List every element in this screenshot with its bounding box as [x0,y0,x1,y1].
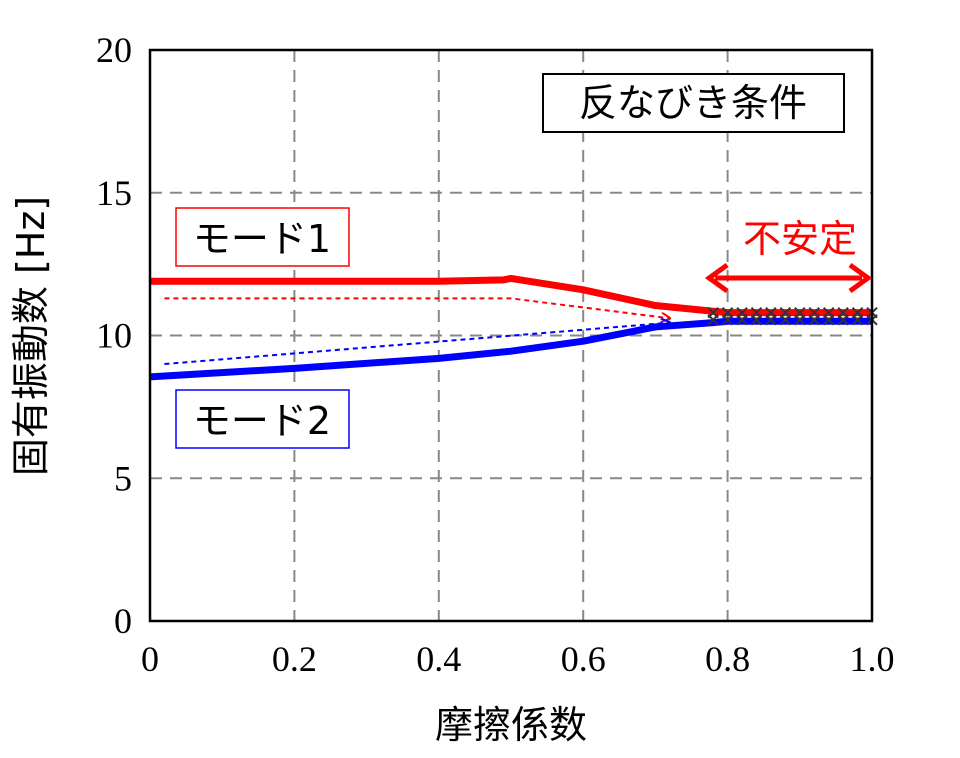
unstable-marker [837,314,849,326]
plot-frame [148,48,874,623]
mode1-trend-arrow [164,297,669,318]
y-tick-label: 20 [96,30,132,70]
unstable-marker [765,314,777,326]
trend-arrows [164,297,669,366]
x-axis-label: 摩擦係数 [435,703,587,747]
mode2-trend-arrow [164,323,669,366]
x-tick-label: 0 [141,639,159,679]
mode2-label-box: モード2 [175,389,350,449]
unstable-marker [822,314,835,326]
x-tick-label: 0.4 [416,639,461,679]
mode1-label: モード1 [193,217,331,261]
x-tick-label: 0.8 [705,639,750,679]
x-tick-label: 0.2 [272,639,317,679]
unstable-marker [851,314,864,326]
unstable-arrow-head-right [848,262,873,294]
unstable-marker [750,314,763,326]
unstable-marker [707,314,719,326]
y-tick-label: 5 [114,458,132,498]
x-tick-label: 1.0 [850,639,895,679]
series-line-mode2 [149,317,872,381]
y-tick-label: 0 [114,601,132,641]
series-lines [149,274,872,381]
tick-labels: 0 0.2 0.4 0.6 0.8 1.0 0 5 10 15 20 [96,30,895,679]
unstable-marker [779,314,792,326]
unstable-annotation: 不安定 [704,217,873,294]
unstable-markers [707,306,878,326]
series-line-mode1 [150,274,872,317]
mode2-label: モード2 [193,399,331,443]
unstable-marker [736,314,748,326]
y-axis-label: 固有振動数 [Hz] [9,196,53,476]
condition-label: 反なびき条件 [579,81,807,125]
unstable-marker [794,314,806,326]
y-tick-label: 15 [96,173,132,213]
unstable-label: 不安定 [743,217,857,261]
mode1-label-box: モード1 [175,207,350,267]
y-tick-label: 10 [96,316,132,356]
unstable-marker [808,314,820,326]
unstable-marker [721,314,734,326]
unstable-arrow-head-left [704,262,729,294]
condition-box: 反なびき条件 [542,73,845,133]
unstable-range-arrow [704,262,873,294]
x-tick-label: 0.6 [561,639,606,679]
grid-lines [150,50,872,621]
